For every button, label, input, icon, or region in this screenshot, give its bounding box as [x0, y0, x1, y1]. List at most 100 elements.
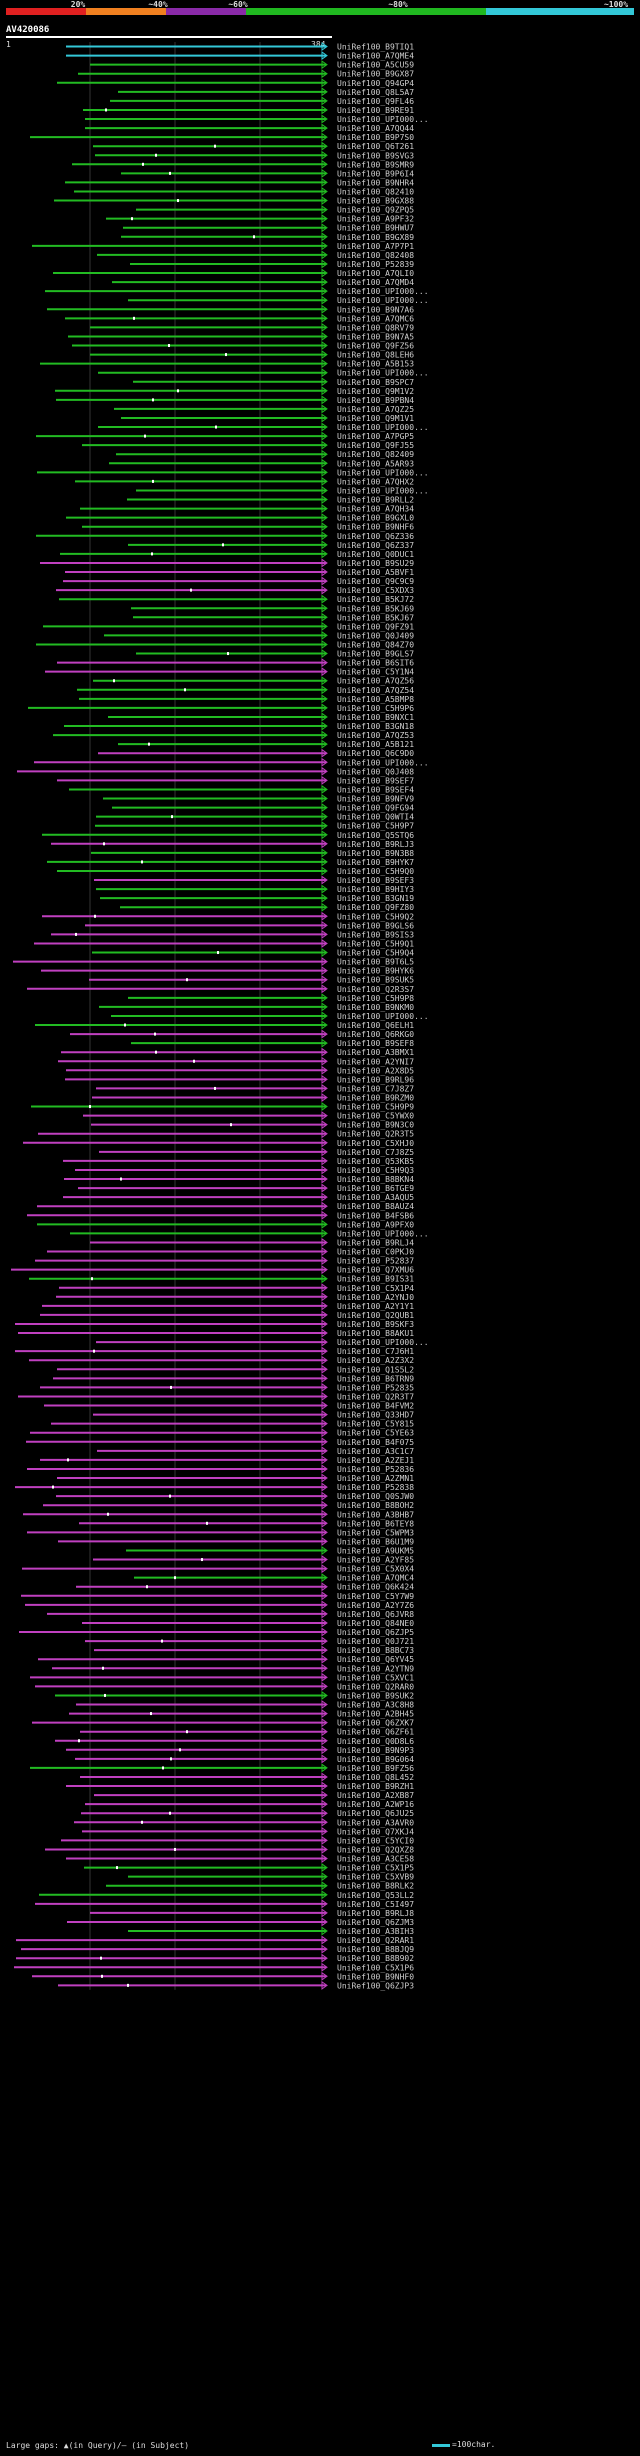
hit-name-link[interactable]: UniRef100_B8RLK2 [337, 1882, 414, 1891]
hit-name-link[interactable]: UniRef100_UPI000... [337, 115, 429, 124]
hit-row[interactable]: UniRef100_B9N9P3 [66, 1745, 414, 1755]
hit-row[interactable]: UniRef100_Q6C9D0 [98, 748, 414, 758]
hit-name-link[interactable]: UniRef100_Q2R3T7 [337, 1392, 414, 1401]
hit-row[interactable]: UniRef100_B9HYK6 [41, 966, 414, 976]
hit-row[interactable]: UniRef100_B9T6L5 [13, 957, 414, 967]
hit-row[interactable]: UniRef100_A9PF32 [106, 214, 414, 224]
hit-row[interactable]: UniRef100_B9N3B8 [91, 848, 414, 858]
hit-name-link[interactable]: UniRef100_B8BJQ9 [337, 1945, 414, 1954]
hit-name-link[interactable]: UniRef100_B9GXL0 [337, 514, 414, 523]
hit-name-link[interactable]: UniRef100_Q9FZ80 [337, 903, 414, 912]
hit-row[interactable]: UniRef100_C5H9Q2 [42, 911, 414, 921]
hit-name-link[interactable]: UniRef100_A5CU59 [337, 61, 414, 70]
hit-row[interactable]: UniRef100_A7QZ56 [93, 676, 414, 686]
hit-row[interactable]: UniRef100_Q6JVR8 [47, 1609, 414, 1619]
hit-name-link[interactable]: UniRef100_Q8L5A7 [337, 88, 414, 97]
hit-name-link[interactable]: UniRef100_A7QH34 [337, 505, 414, 514]
hit-name-link[interactable]: UniRef100_C5H9Q4 [337, 949, 414, 958]
hit-row[interactable]: UniRef100_Q0DUC1 [60, 549, 414, 559]
hit-name-link[interactable]: UniRef100_C5XDX3 [337, 586, 414, 595]
hit-row[interactable]: UniRef100_B4FVM2 [44, 1401, 414, 1411]
hit-row[interactable]: UniRef100_B9NXC1 [108, 712, 414, 722]
hit-name-link[interactable]: UniRef100_Q9M1V1 [337, 414, 414, 423]
hit-name-link[interactable]: UniRef100_UPI000... [337, 423, 429, 432]
hit-name-link[interactable]: UniRef100_B6TGE9 [337, 1184, 414, 1193]
hit-name-link[interactable]: UniRef100_B9SUK2 [337, 1691, 414, 1700]
hit-row[interactable]: UniRef100_B6U1M9 [58, 1536, 414, 1546]
hit-name-link[interactable]: UniRef100_B9N3B8 [337, 849, 414, 858]
hit-name-link[interactable]: UniRef100_A2X8D5 [337, 1066, 414, 1075]
hit-row[interactable]: UniRef100_C5Y7W9 [21, 1591, 414, 1601]
hit-name-link[interactable]: UniRef100_B8BC73 [337, 1646, 414, 1655]
hit-name-link[interactable]: UniRef100_Q94GP4 [337, 79, 414, 88]
hit-name-link[interactable]: UniRef100_B8AKU1 [337, 1329, 414, 1338]
hit-name-link[interactable]: UniRef100_B9HWU7 [337, 224, 414, 233]
hit-row[interactable]: UniRef100_B4F075 [26, 1437, 414, 1447]
hit-row[interactable]: UniRef100_B5KJ67 [133, 612, 414, 622]
hit-row[interactable]: UniRef100_Q82408 [97, 250, 414, 260]
hit-row[interactable]: UniRef100_C5H9P7 [95, 821, 414, 831]
hit-row[interactable]: UniRef100_B9FZ56 [30, 1763, 414, 1773]
hit-name-link[interactable]: UniRef100_B3GN19 [337, 894, 414, 903]
hit-row[interactable]: UniRef100_UPI000... [85, 114, 429, 124]
hit-row[interactable]: UniRef100_A3BHB7 [23, 1509, 414, 1519]
hit-row[interactable]: UniRef100_Q6ZXK7 [32, 1718, 414, 1728]
hit-row[interactable]: UniRef100_A2XB87 [94, 1790, 414, 1800]
hit-name-link[interactable]: UniRef100_C0PKJ0 [337, 1248, 414, 1257]
hit-row[interactable]: UniRef100_B9RLL2 [127, 495, 414, 505]
hit-row[interactable]: UniRef100_B9NHF0 [32, 1971, 414, 1981]
hit-name-link[interactable]: UniRef100_B6SIT6 [337, 659, 414, 668]
hit-row[interactable]: UniRef100_B9N7A5 [68, 331, 414, 341]
hit-name-link[interactable]: UniRef100_B9NFV9 [337, 795, 414, 804]
hit-row[interactable]: UniRef100_A5BVF1 [65, 567, 414, 577]
hit-name-link[interactable]: UniRef100_A7QZ54 [337, 686, 414, 695]
hit-name-link[interactable]: UniRef100_B6TEY8 [337, 1519, 414, 1528]
hit-row[interactable]: UniRef100_Q6Z336 [36, 531, 414, 541]
hit-row[interactable]: UniRef100_B9SEF3 [94, 875, 414, 885]
hit-row[interactable]: UniRef100_A2BH45 [69, 1709, 414, 1719]
hit-name-link[interactable]: UniRef100_C5H9P6 [337, 704, 414, 713]
hit-row[interactable]: UniRef100_A9UKM5 [126, 1546, 414, 1555]
hit-name-link[interactable]: UniRef100_B9N7A6 [337, 305, 414, 314]
hit-name-link[interactable]: UniRef100_C5H9P7 [337, 822, 414, 831]
hit-row[interactable]: UniRef100_B9RZM0 [92, 1093, 414, 1102]
hit-row[interactable]: UniRef100_C5YWX0 [83, 1111, 414, 1121]
hit-row[interactable]: UniRef100_P52835 [40, 1382, 414, 1392]
hit-row[interactable]: UniRef100_B8AUZ4 [37, 1201, 414, 1211]
hit-name-link[interactable]: UniRef100_Q6JU25 [337, 1809, 414, 1818]
hit-name-link[interactable]: UniRef100_C5Y1N4 [337, 668, 414, 677]
hit-name-link[interactable]: UniRef100_Q6Z336 [337, 532, 414, 541]
hit-row[interactable]: UniRef100_B9SUK5 [89, 975, 414, 985]
hit-name-link[interactable]: UniRef100_UPI000... [337, 296, 429, 305]
hit-name-link[interactable]: UniRef100_B9RLJ4 [337, 1238, 414, 1247]
hit-name-link[interactable]: UniRef100_B9SUK5 [337, 976, 414, 985]
hit-row[interactable]: UniRef100_Q8L452 [80, 1772, 414, 1782]
hit-name-link[interactable]: UniRef100_A7QQ44 [337, 124, 414, 133]
hit-name-link[interactable]: UniRef100_B9GX89 [337, 233, 414, 242]
hit-row[interactable]: UniRef100_Q82409 [116, 449, 414, 459]
hit-row[interactable]: UniRef100_Q84NE0 [82, 1618, 414, 1628]
hit-row[interactable]: UniRef100_A2YTN9 [52, 1663, 414, 1673]
hit-row[interactable]: UniRef100_Q33HD7 [93, 1410, 414, 1420]
hit-name-link[interactable]: UniRef100_A5B121 [337, 740, 414, 749]
hit-row[interactable]: UniRef100_C5Y1N4 [45, 667, 414, 677]
hit-row[interactable]: UniRef100_B9IS31 [29, 1274, 414, 1284]
hit-row[interactable]: UniRef100_Q0SJW0 [56, 1491, 414, 1501]
hit-row[interactable]: UniRef100_C5X0X4 [22, 1564, 414, 1574]
hit-row[interactable]: UniRef100_Q9FG94 [112, 803, 414, 813]
hit-row[interactable]: UniRef100_A5BMP8 [79, 694, 414, 704]
hit-name-link[interactable]: UniRef100_B9HYK7 [337, 858, 414, 867]
hit-name-link[interactable]: UniRef100_A7QZ56 [337, 677, 414, 686]
hit-row[interactable]: UniRef100_UPI000... [111, 1011, 429, 1021]
hit-name-link[interactable]: UniRef100_C5H9Q2 [337, 912, 414, 921]
hit-row[interactable]: UniRef100_A7QZ25 [114, 404, 414, 414]
hit-name-link[interactable]: UniRef100_B9SEF8 [337, 1039, 414, 1048]
hit-row[interactable]: UniRef100_B9NKM0 [99, 1002, 414, 1012]
hit-name-link[interactable]: UniRef100_B9N3C0 [337, 1121, 414, 1130]
hit-row[interactable]: UniRef100_B9GX87 [78, 69, 414, 79]
hit-row[interactable]: UniRef100_B9SKF3 [15, 1319, 414, 1329]
hit-row[interactable]: UniRef100_UPI000... [70, 1228, 429, 1238]
hit-row[interactable]: UniRef100_C7J8Z5 [99, 1147, 414, 1157]
hit-row[interactable]: UniRef100_A7QHX2 [75, 476, 414, 486]
hit-name-link[interactable]: UniRef100_Q6Z337 [337, 541, 414, 550]
